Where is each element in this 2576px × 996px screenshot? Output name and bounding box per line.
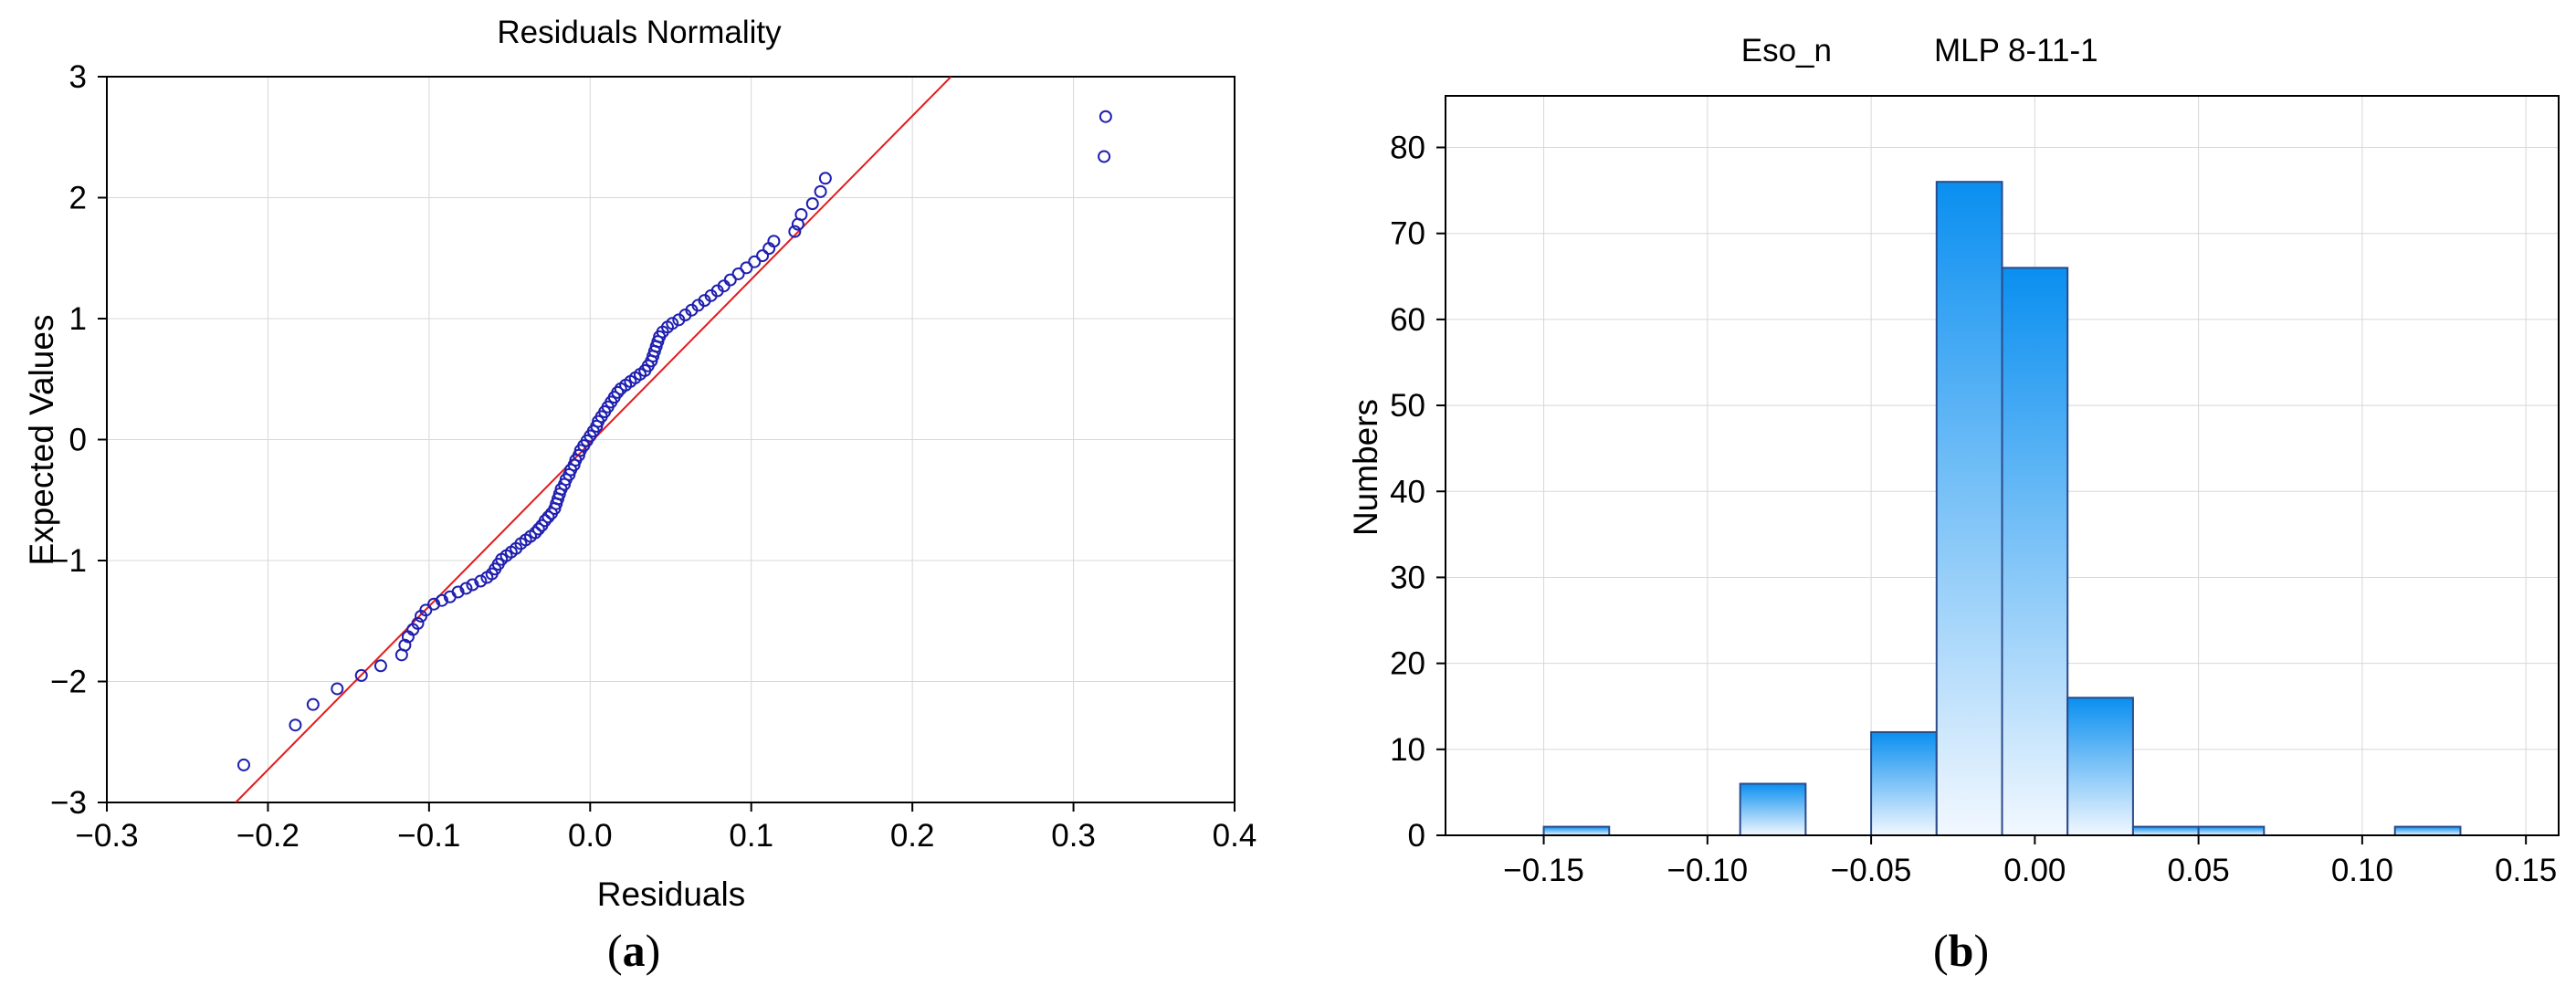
b-y-tick-label: 10 (1390, 732, 1425, 768)
b-x-tick-label: 0.00 (2003, 853, 2066, 888)
caption-b: (b) (1933, 924, 1989, 977)
a-data-point (474, 574, 488, 588)
a-x-tick-label: 0.3 (1051, 818, 1096, 854)
b-bars-group (1542, 181, 2462, 837)
caption-b-open: ( (1933, 925, 1949, 976)
caption-a-close: ) (645, 925, 661, 976)
a-x-tick-label: 0.1 (729, 818, 773, 854)
b-y-tick-label: 80 (1390, 131, 1425, 166)
a-data-point (289, 718, 302, 732)
b-x-tick-label: 0.05 (2168, 853, 2230, 888)
a-y-tick-label: −2 (50, 665, 87, 700)
b-y-tick-label: 40 (1390, 474, 1425, 509)
b-histogram-bar (1739, 782, 1807, 836)
b-plot-frame (1445, 95, 2560, 836)
a-data-point (731, 267, 745, 280)
b-y-axis-label: Numbers (1347, 399, 1384, 536)
caption-a-open: ( (607, 925, 623, 976)
a-data-point (538, 514, 552, 528)
a-data-point (805, 197, 819, 211)
a-data-point (411, 616, 425, 630)
a-data-point (398, 638, 412, 652)
a-y-axis-label: Expected Values (23, 315, 60, 566)
a-data-point (541, 510, 555, 524)
b-histogram-bar (1870, 730, 1938, 836)
a-data-point (427, 597, 441, 611)
a-data-point (419, 603, 433, 617)
a-data-point (373, 659, 387, 673)
a-data-point (756, 249, 770, 263)
caption-b-letter: b (1948, 925, 1974, 976)
a-data-point (1099, 110, 1112, 123)
caption-a: (a) (607, 924, 660, 977)
b-y-tick-label: 30 (1390, 560, 1425, 595)
a-y-tick-label: −1 (50, 543, 87, 579)
b-histogram-bar (2393, 825, 2462, 837)
caption-b-close: ) (1973, 925, 1990, 976)
b-histogram-bar (1935, 181, 2003, 837)
a-y-tick-label: 3 (69, 59, 87, 95)
a-data-point (767, 235, 781, 248)
a-data-point (331, 682, 344, 696)
a-data-point (306, 697, 320, 711)
a-chart-title: Residuals Normality (497, 15, 782, 50)
b-histogram-bar (1542, 825, 1611, 837)
b-tick-group: −0.15 −0.10 −0.05 0.00 0.05 0.10 0.15 0 10 20 30 40… (1390, 131, 2557, 888)
b-y-tick-label: 50 (1390, 388, 1425, 424)
b-histogram-bar (2197, 825, 2266, 837)
b-histogram-bar (2131, 825, 2200, 837)
a-data-point (237, 758, 250, 771)
a-y-tick-label: 0 (69, 423, 87, 458)
a-data-point (818, 172, 832, 185)
a-points-group (237, 110, 1112, 771)
a-data-point (466, 578, 479, 592)
caption-a-letter: a (622, 925, 646, 976)
b-y-tick-label: 0 (1408, 818, 1425, 854)
b-x-tick-label: 0.10 (2331, 853, 2393, 888)
a-data-point (354, 668, 368, 682)
a-data-point (723, 273, 737, 287)
b-x-tick-label: 0.15 (2495, 853, 2557, 888)
b-y-tick-label: 70 (1390, 216, 1425, 252)
a-data-point (1098, 150, 1111, 163)
a-data-point (814, 184, 827, 198)
b-x-tick-label: −0.15 (1503, 853, 1584, 888)
a-data-point (451, 585, 465, 599)
a-data-point (435, 593, 448, 607)
a-data-point (529, 526, 542, 540)
b-histogram-bar (2001, 267, 2069, 837)
a-data-point (611, 385, 625, 399)
b-histogram-bar (2066, 697, 2134, 836)
residuals-normality-chart: −0.3 −0.2 −0.1 0.0 0.1 0.2 0.3 0.4 −3 −2 −1 0 1 2 3 Re… (23, 15, 1256, 913)
b-chart-title-left: Eso_n (1741, 33, 1832, 68)
a-data-point (666, 317, 679, 330)
b-chart-title-right: MLP 8-11-1 (1934, 33, 2098, 68)
b-y-tick-label: 20 (1390, 646, 1425, 682)
a-y-tick-label: −3 (50, 785, 87, 821)
a-tick-group: −0.3 −0.2 −0.1 0.0 0.1 0.2 0.3 0.4 −3 −2 −1 0 1 2 3 (50, 59, 1256, 854)
a-x-tick-label: −0.1 (397, 818, 460, 854)
a-data-point (794, 208, 808, 222)
a-data-point (459, 582, 473, 595)
a-x-axis-label: Residuals (597, 875, 745, 913)
a-data-point (788, 225, 802, 238)
residuals-histogram-chart: −0.15 −0.10 −0.05 0.00 0.05 0.10 0.15 0 10 20 30 40… (1347, 33, 2560, 888)
b-x-tick-label: −0.05 (1831, 853, 1912, 888)
a-y-tick-label: 1 (69, 301, 87, 337)
b-y-tick-label: 60 (1390, 302, 1425, 338)
a-x-tick-label: −0.3 (75, 818, 138, 854)
a-x-tick-label: 0.4 (1213, 818, 1257, 854)
a-y-tick-label: 2 (69, 181, 87, 216)
a-data-point (740, 261, 753, 275)
b-x-tick-label: −0.10 (1667, 853, 1749, 888)
a-data-point (748, 255, 762, 268)
a-data-point (531, 522, 545, 536)
a-x-tick-label: 0.0 (568, 818, 613, 854)
a-x-tick-label: 0.2 (890, 818, 935, 854)
histogram-panel: −0.15 −0.10 −0.05 0.00 0.05 0.10 0.15 0 10 20 30 40… (1342, 0, 2576, 913)
a-gridlines (106, 76, 1235, 803)
a-x-tick-label: −0.2 (237, 818, 300, 854)
residuals-normality-panel: −0.3 −0.2 −0.1 0.0 0.1 0.2 0.3 0.4 −3 −2 −1 0 1 2 3 Re… (20, 0, 1256, 913)
